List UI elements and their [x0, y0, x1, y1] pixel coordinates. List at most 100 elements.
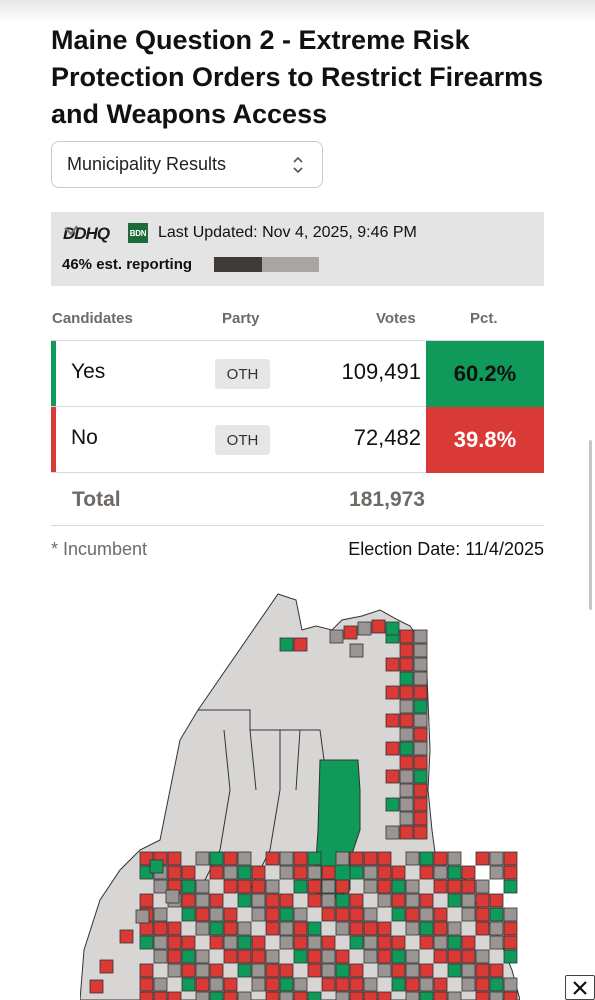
municipality-cell[interactable]: [195, 907, 210, 922]
municipality-cell[interactable]: [385, 621, 400, 636]
municipality-cell[interactable]: [181, 907, 196, 922]
municipality-cell[interactable]: [181, 949, 196, 964]
municipality-cell[interactable]: [349, 935, 364, 950]
municipality-cell[interactable]: [475, 921, 490, 936]
municipality-cell[interactable]: [391, 963, 406, 978]
municipality-cell[interactable]: [503, 991, 518, 1000]
municipality-cell[interactable]: [209, 921, 224, 936]
municipality-cell[interactable]: [335, 963, 350, 978]
municipality-cell[interactable]: [475, 907, 490, 922]
municipality-cell[interactable]: [89, 979, 104, 994]
municipality-cell[interactable]: [385, 685, 400, 700]
municipality-cell[interactable]: [153, 879, 168, 894]
municipality-cell[interactable]: [503, 977, 518, 992]
municipality-cell[interactable]: [385, 797, 400, 812]
municipality-cell[interactable]: [139, 977, 154, 992]
municipality-cell[interactable]: [413, 629, 428, 644]
municipality-cell[interactable]: [321, 907, 336, 922]
municipality-cell[interactable]: [413, 713, 428, 728]
municipality-cell[interactable]: [489, 921, 504, 936]
municipality-cell[interactable]: [433, 879, 448, 894]
municipality-cell[interactable]: [413, 643, 428, 658]
municipality-cell[interactable]: [321, 935, 336, 950]
municipality-cell[interactable]: [335, 977, 350, 992]
municipality-cell[interactable]: [399, 769, 414, 784]
municipality-cell[interactable]: [181, 935, 196, 950]
municipality-cell[interactable]: [265, 963, 280, 978]
municipality-cell[interactable]: [153, 935, 168, 950]
municipality-cell[interactable]: [461, 865, 476, 880]
municipality-cell[interactable]: [279, 921, 294, 936]
municipality-cell[interactable]: [335, 991, 350, 1000]
municipality-cell[interactable]: [399, 811, 414, 826]
municipality-cell[interactable]: [167, 963, 182, 978]
municipality-cell[interactable]: [377, 879, 392, 894]
municipality-cell[interactable]: [307, 879, 322, 894]
municipality-cell[interactable]: [377, 935, 392, 950]
municipality-cell[interactable]: [195, 949, 210, 964]
municipality-cell[interactable]: [475, 977, 490, 992]
municipality-cell[interactable]: [461, 949, 476, 964]
municipality-cell[interactable]: [447, 851, 462, 866]
municipality-cell[interactable]: [419, 963, 434, 978]
municipality-cell[interactable]: [279, 851, 294, 866]
municipality-cell[interactable]: [195, 963, 210, 978]
municipality-cell[interactable]: [139, 963, 154, 978]
municipality-cell[interactable]: [399, 741, 414, 756]
municipality-cell[interactable]: [399, 685, 414, 700]
municipality-cell[interactable]: [167, 949, 182, 964]
municipality-cell[interactable]: [503, 879, 518, 894]
municipality-cell[interactable]: [307, 893, 322, 908]
municipality-cell[interactable]: [153, 991, 168, 1000]
municipality-cell[interactable]: [371, 619, 386, 634]
municipality-cell[interactable]: [447, 935, 462, 950]
municipality-cell[interactable]: [251, 907, 266, 922]
municipality-cell[interactable]: [139, 991, 154, 1000]
municipality-cell[interactable]: [489, 963, 504, 978]
municipality-cell[interactable]: [223, 935, 238, 950]
municipality-cell[interactable]: [237, 893, 252, 908]
municipality-cell[interactable]: [223, 921, 238, 936]
municipality-cell[interactable]: [223, 991, 238, 1000]
municipality-cell[interactable]: [181, 977, 196, 992]
municipality-cell[interactable]: [335, 851, 350, 866]
municipality-cell[interactable]: [329, 629, 344, 644]
municipality-cell[interactable]: [195, 921, 210, 936]
municipality-cell[interactable]: [321, 949, 336, 964]
municipality-cell[interactable]: [413, 811, 428, 826]
municipality-cell[interactable]: [413, 685, 428, 700]
municipality-cell[interactable]: [237, 935, 252, 950]
municipality-cell[interactable]: [265, 977, 280, 992]
municipality-cell[interactable]: [475, 991, 490, 1000]
municipality-cell[interactable]: [503, 949, 518, 964]
municipality-cell[interactable]: [447, 991, 462, 1000]
municipality-cell[interactable]: [195, 991, 210, 1000]
municipality-cell[interactable]: [195, 851, 210, 866]
municipality-cell[interactable]: [195, 879, 210, 894]
municipality-cell[interactable]: [363, 991, 378, 1000]
municipality-cell[interactable]: [433, 907, 448, 922]
municipality-cell[interactable]: [279, 893, 294, 908]
municipality-cell[interactable]: [405, 991, 420, 1000]
municipality-cell[interactable]: [405, 893, 420, 908]
municipality-cell[interactable]: [503, 921, 518, 936]
municipality-cell[interactable]: [209, 851, 224, 866]
municipality-cell[interactable]: [237, 851, 252, 866]
municipality-cell[interactable]: [223, 907, 238, 922]
municipality-cell[interactable]: [419, 977, 434, 992]
municipality-cell[interactable]: [153, 977, 168, 992]
municipality-cell[interactable]: [385, 825, 400, 840]
municipality-cell[interactable]: [503, 907, 518, 922]
municipality-cell[interactable]: [223, 851, 238, 866]
municipality-cell[interactable]: [335, 907, 350, 922]
municipality-cell[interactable]: [279, 637, 294, 652]
municipality-cell[interactable]: [461, 907, 476, 922]
municipality-cell[interactable]: [489, 851, 504, 866]
municipality-cell[interactable]: [419, 851, 434, 866]
municipality-cell[interactable]: [349, 907, 364, 922]
municipality-cell[interactable]: [489, 893, 504, 908]
municipality-cell[interactable]: [475, 893, 490, 908]
municipality-cell[interactable]: [475, 963, 490, 978]
municipality-cell[interactable]: [489, 865, 504, 880]
municipality-cell[interactable]: [343, 625, 358, 640]
